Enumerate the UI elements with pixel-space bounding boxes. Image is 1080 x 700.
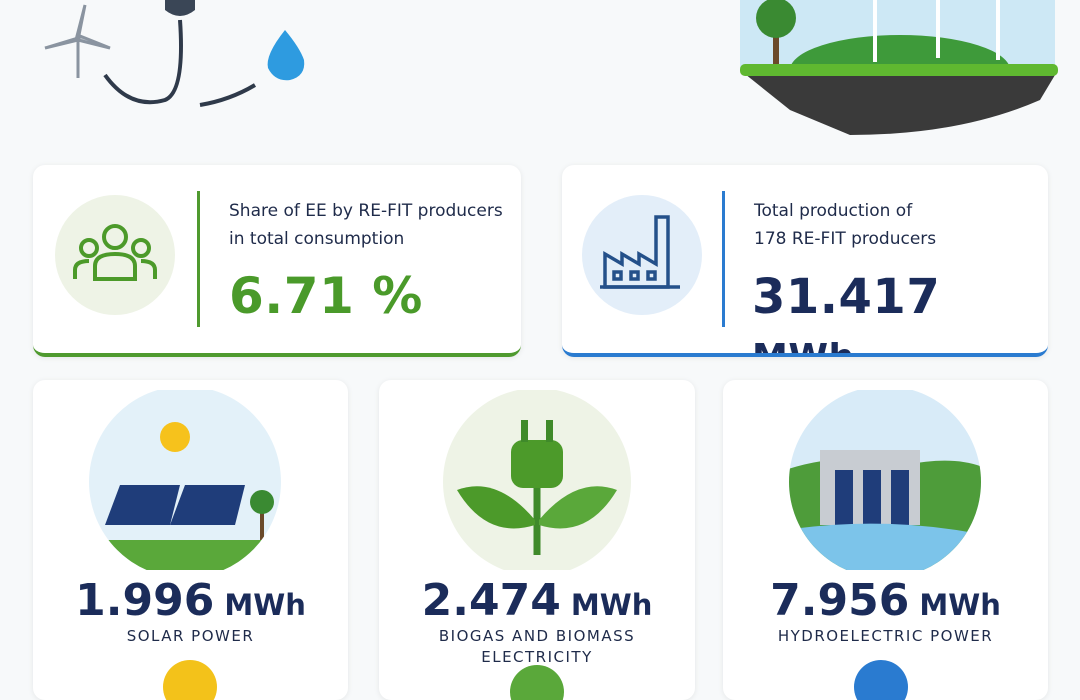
summary-label: Total production of 178 RE-FIT producers — [754, 197, 936, 253]
source-label: SOLAR POWER — [126, 627, 255, 645]
source-value: 2.474 MWh — [379, 575, 695, 626]
label-line: in total consumption — [229, 229, 405, 249]
solar-illustration — [89, 390, 281, 570]
source-label: BIOGAS AND BIOMASS ELECTRICITY — [438, 627, 636, 666]
factory-icon — [582, 195, 702, 315]
summary-label: Share of EE by RE-FIT producers in total… — [229, 197, 503, 253]
label-line: Share of EE by RE-FIT producers — [229, 201, 503, 221]
summary-card: Total production of 178 RE-FIT producers… — [562, 165, 1048, 357]
source-card: 7.956 MWh HYDROELECTRIC POWER — [723, 380, 1048, 700]
biomass-illustration — [443, 390, 631, 570]
unit: % — [372, 267, 423, 325]
number: 31.417 — [752, 269, 941, 325]
hydro-illustration — [789, 390, 981, 570]
summary-value: 31.417 MWh — [752, 269, 1048, 353]
badge — [163, 660, 217, 700]
source-value: 7.956 MWh — [723, 575, 1048, 626]
source-value: 1.996 MWh — [33, 575, 348, 626]
divider — [722, 191, 725, 327]
summary-value: 6.71 % — [229, 267, 423, 325]
badge — [510, 665, 564, 700]
header-illustration — [44, 0, 1058, 135]
number: 7.956 — [770, 575, 910, 626]
number: 1.996 — [75, 575, 215, 626]
source-card: 1.996 MWh SOLAR POWER — [33, 380, 348, 700]
divider — [197, 191, 200, 327]
summary-card: Share of EE by RE-FIT producers in total… — [33, 165, 521, 357]
label-line: 178 RE-FIT producers — [754, 229, 937, 249]
source-label: HYDROELECTRIC POWER — [777, 627, 994, 645]
source-card: 2.474 MWh BIOGAS AND BIOMASS ELECTRICITY — [379, 380, 695, 700]
unit: MWh — [919, 588, 1001, 622]
badge — [854, 660, 908, 700]
label-line: Total production of — [754, 201, 913, 221]
number: 6.71 — [229, 267, 355, 325]
unit: MWh — [752, 337, 855, 353]
unit: MWh — [224, 588, 306, 622]
unit: MWh — [570, 588, 653, 622]
page: Share of EE by RE-FIT producers in total… — [33, 0, 1058, 700]
people-icon — [55, 195, 175, 315]
number: 2.474 — [421, 575, 561, 626]
